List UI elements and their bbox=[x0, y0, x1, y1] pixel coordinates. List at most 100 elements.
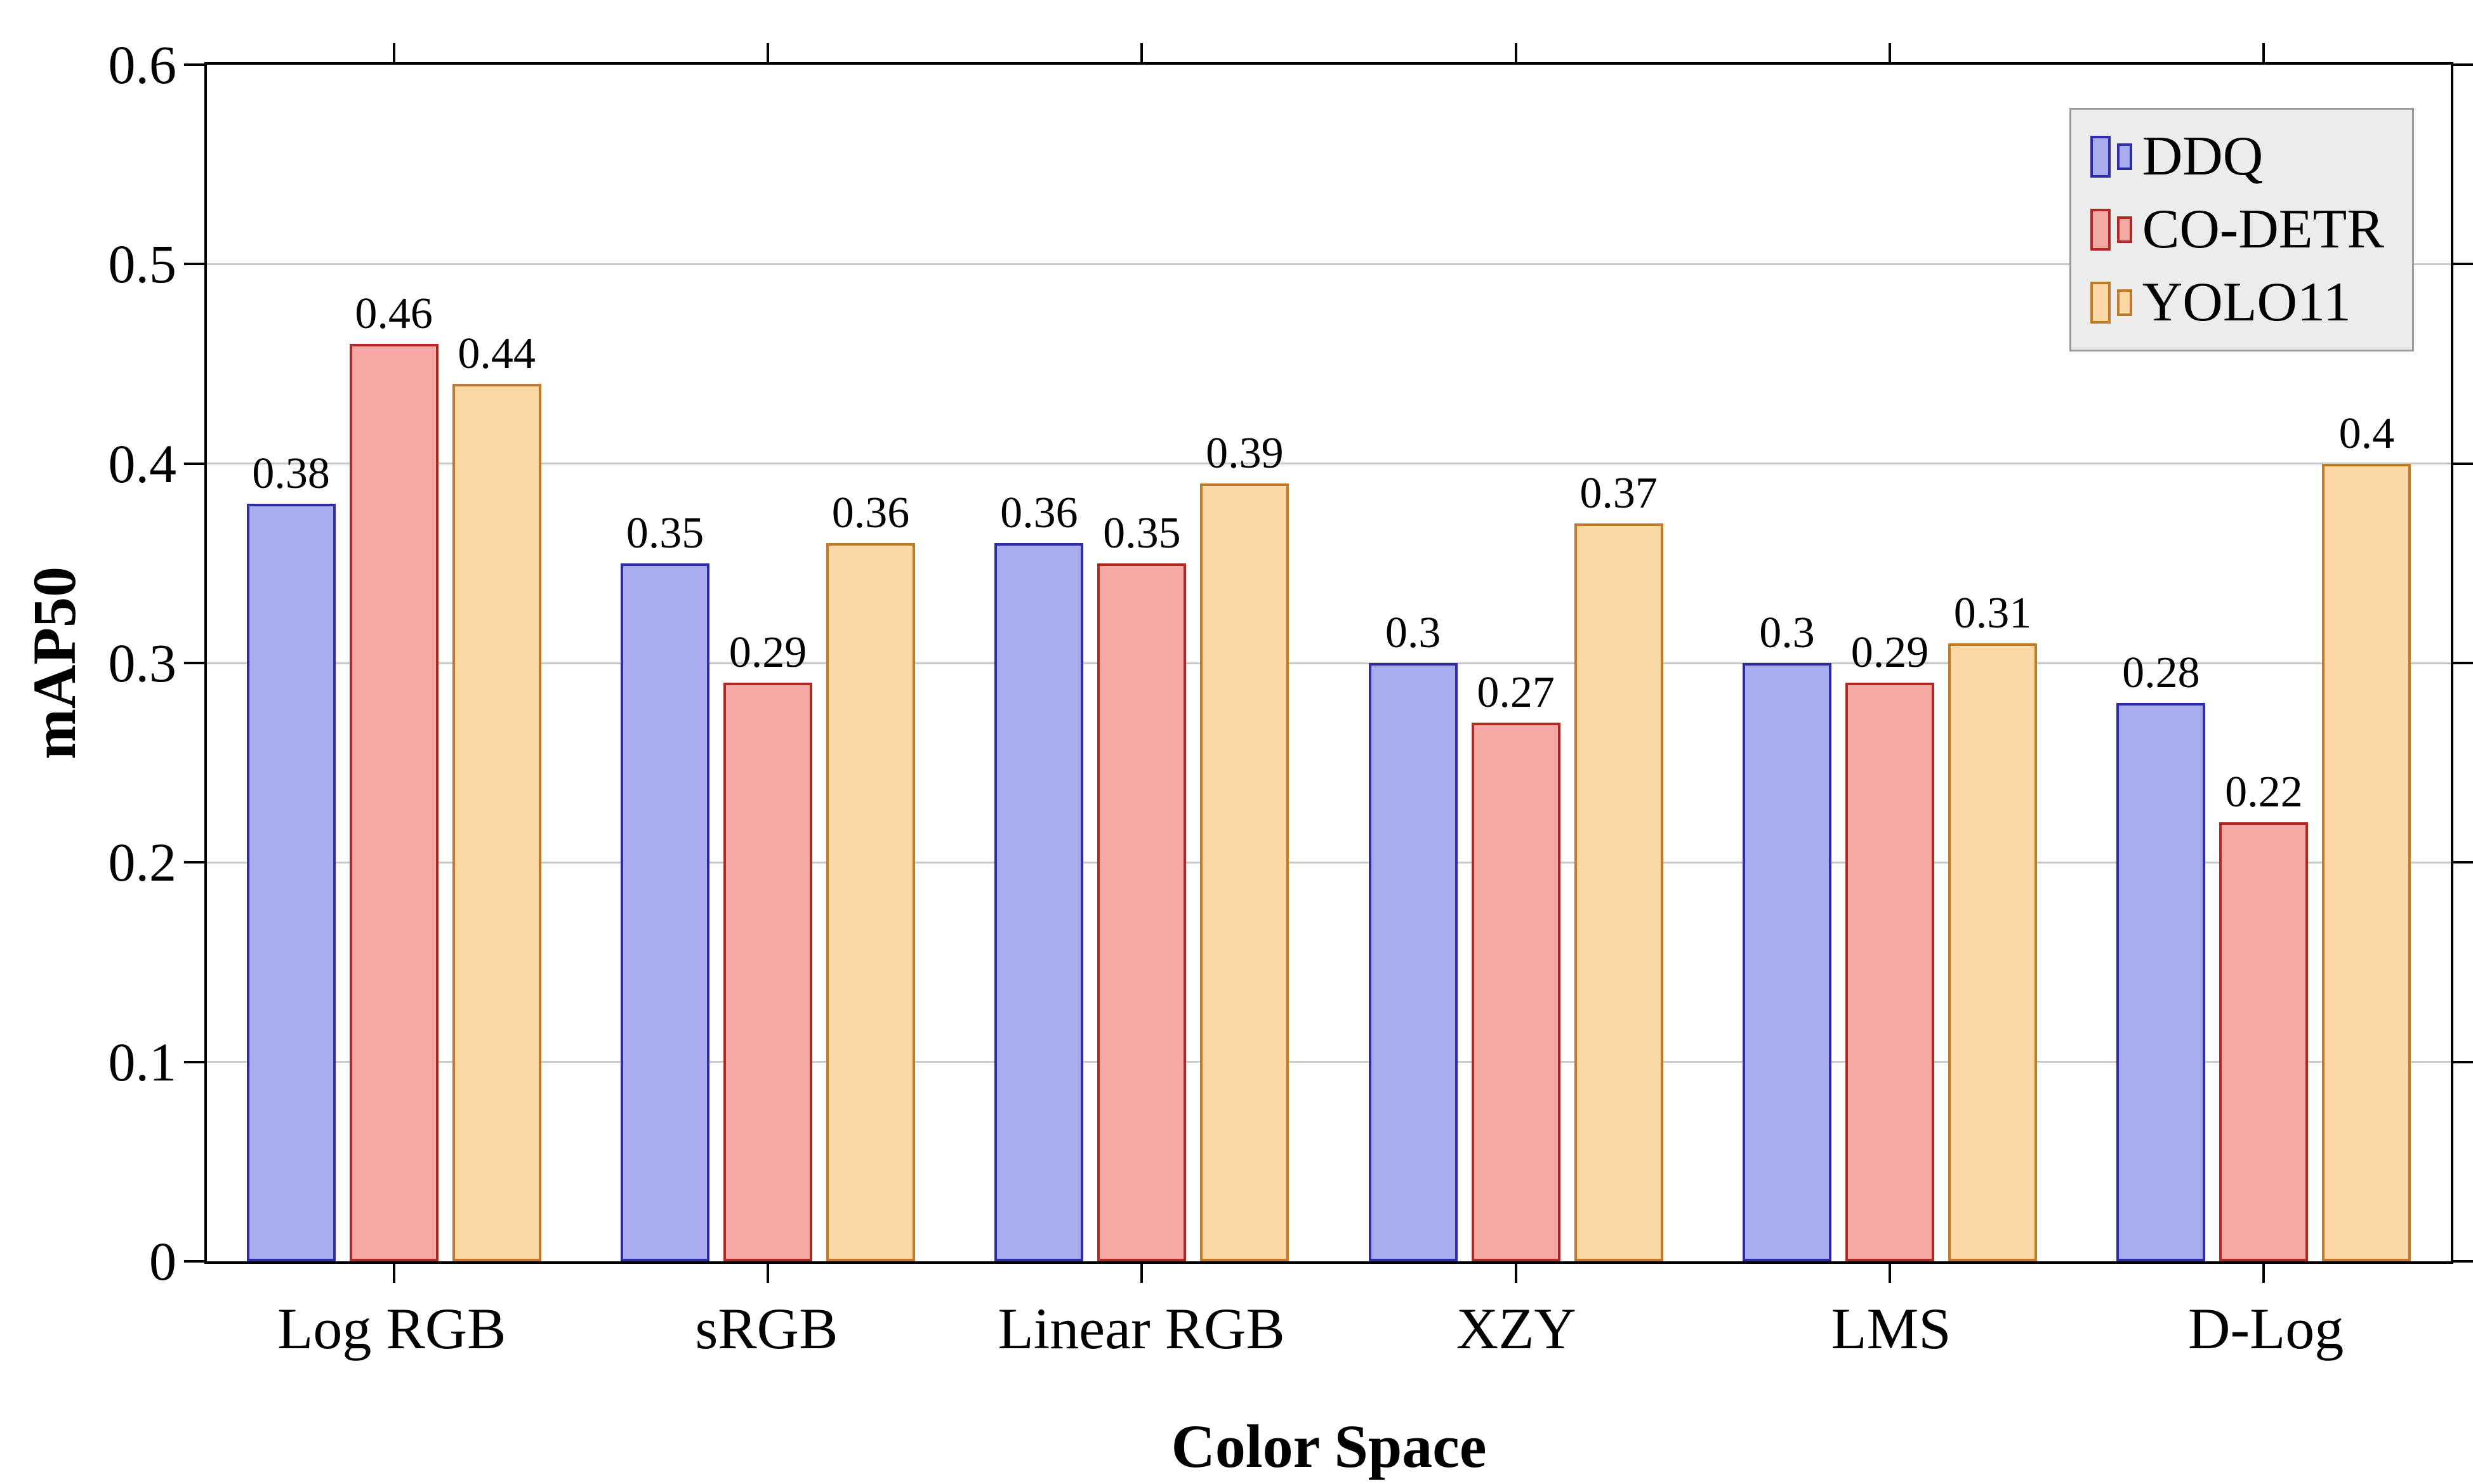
category-label-linear-rgb: Linear RGB bbox=[998, 1296, 1285, 1361]
legend-swatch-icon bbox=[2116, 216, 2132, 244]
bar-value-label: 0.4 bbox=[2338, 409, 2395, 458]
x-tick-mark bbox=[392, 43, 395, 62]
legend-swatch-icon bbox=[2090, 209, 2111, 251]
x-tick-mark bbox=[1514, 1264, 1517, 1283]
x-tick-mark bbox=[2262, 1264, 2265, 1283]
bar-co-detr-log-rgb: 0.46 bbox=[349, 292, 439, 1261]
y-tick-mark bbox=[2453, 1060, 2473, 1063]
bar-value-label: 0.27 bbox=[1477, 668, 1555, 718]
y-tick-mark bbox=[2453, 1260, 2473, 1263]
bar-yolo11-linear-rgb: 0.39 bbox=[1200, 431, 1289, 1261]
bar-group-log-rgb: 0.38 0.46 0.44 bbox=[207, 65, 581, 1261]
x-tick-mark bbox=[2262, 43, 2265, 62]
y-tick-mark bbox=[2453, 263, 2473, 266]
y-tick-mark bbox=[184, 1260, 204, 1263]
y-tick-label: 0 bbox=[149, 1231, 176, 1292]
legend-swatch-icon bbox=[2116, 143, 2132, 171]
legend-label: YOLO11 bbox=[2142, 271, 2351, 333]
y-tick-mark bbox=[184, 63, 204, 66]
x-axis-title: Color Space bbox=[1171, 1412, 1487, 1480]
bar-value-label: 0.3 bbox=[1759, 608, 1815, 657]
gridline bbox=[207, 1061, 2451, 1063]
y-tick-mark bbox=[184, 861, 204, 864]
gridline bbox=[207, 662, 2451, 664]
y-tick-mark bbox=[2453, 462, 2473, 465]
bar-group-d-log: 0.28 0.22 0.4 bbox=[2077, 65, 2451, 1261]
y-tick-mark bbox=[184, 462, 204, 465]
bar-yolo11-log-rgb: 0.44 bbox=[452, 331, 541, 1261]
bar-ddq-d-log: 0.28 bbox=[2116, 650, 2206, 1261]
bar-value-label: 0.35 bbox=[1103, 508, 1181, 558]
legend-label: CO-DETR bbox=[2142, 198, 2384, 260]
y-tick-mark bbox=[184, 263, 204, 266]
bar-ddq-srgb: 0.35 bbox=[620, 511, 709, 1261]
legend-entry-ddq: DDQ bbox=[2090, 126, 2384, 188]
y-tick-mark bbox=[2453, 861, 2473, 864]
bar-yolo11-srgb: 0.36 bbox=[826, 491, 915, 1261]
bar-co-detr-linear-rgb: 0.35 bbox=[1097, 511, 1187, 1261]
plot-area: 0 0.1 0.2 0.3 0.4 0.5 0.6 0.38 0.46 0.44 0.35 0.29 0… bbox=[109, 37, 2473, 1289]
bar-ddq-linear-rgb: 0.36 bbox=[994, 491, 1084, 1261]
bar-value-label: 0.3 bbox=[1385, 608, 1441, 657]
bar-group-lms: 0.3 0.29 0.31 bbox=[1703, 65, 2076, 1261]
bar-value-label: 0.28 bbox=[2122, 648, 2200, 697]
x-tick-mark bbox=[767, 1264, 769, 1283]
bar-co-detr-xzy: 0.27 bbox=[1471, 671, 1560, 1261]
bar-value-label: 0.31 bbox=[1953, 588, 2032, 638]
bar-group-linear-rgb: 0.36 0.35 0.39 bbox=[955, 65, 1329, 1261]
legend-entry-yolo11: YOLO11 bbox=[2090, 272, 2384, 334]
bar-value-label: 0.29 bbox=[1850, 628, 1929, 678]
y-tick-mark bbox=[2453, 63, 2473, 66]
bar-value-label: 0.39 bbox=[1206, 429, 1284, 478]
legend-swatch-icon bbox=[2090, 281, 2111, 324]
legend-swatch-icon bbox=[2090, 136, 2111, 178]
bar-co-detr-lms: 0.29 bbox=[1845, 631, 1934, 1261]
y-tick-label: 0.4 bbox=[108, 433, 177, 494]
y-tick-mark bbox=[184, 662, 204, 664]
category-label-log-rgb: Log RGB bbox=[277, 1296, 506, 1361]
category-label-lms: LMS bbox=[1831, 1296, 1951, 1361]
x-tick-mark bbox=[1140, 43, 1144, 62]
bar-group-srgb: 0.35 0.29 0.36 bbox=[581, 65, 954, 1261]
y-axis-title: mAP50 bbox=[20, 567, 88, 759]
y-tick-label: 0.1 bbox=[108, 1031, 177, 1093]
category-label-d-log: D-Log bbox=[2188, 1296, 2344, 1361]
bar-value-label: 0.46 bbox=[355, 289, 433, 339]
category-label-xzy: XZY bbox=[1456, 1296, 1576, 1361]
x-tick-mark bbox=[1514, 43, 1517, 62]
legend-label: DDQ bbox=[2142, 126, 2264, 187]
bar-group-xzy: 0.3 0.27 0.37 bbox=[1329, 65, 1703, 1261]
x-tick-mark bbox=[392, 1264, 395, 1283]
y-tick-mark bbox=[184, 1060, 204, 1063]
bar-value-label: 0.38 bbox=[252, 449, 330, 498]
gridline bbox=[207, 263, 2451, 265]
bar-co-detr-d-log: 0.22 bbox=[2219, 770, 2309, 1261]
legend: DDQ CO-DETR YOLO11 bbox=[2069, 108, 2414, 352]
bar-co-detr-srgb: 0.29 bbox=[723, 631, 812, 1261]
x-tick-mark bbox=[1889, 43, 1891, 62]
y-tick-mark bbox=[2453, 662, 2473, 664]
legend-entry-co-detr: CO-DETR bbox=[2090, 199, 2384, 261]
legend-marker-co-detr bbox=[2090, 209, 2132, 251]
bar-ddq-log-rgb: 0.38 bbox=[246, 451, 336, 1261]
y-tick-label: 0.3 bbox=[108, 633, 177, 693]
bar-ddq-xzy: 0.3 bbox=[1368, 611, 1458, 1261]
bar-value-label: 0.29 bbox=[729, 628, 807, 678]
x-tick-mark bbox=[1140, 1264, 1144, 1283]
bar-yolo11-xzy: 0.37 bbox=[1574, 471, 1663, 1261]
legend-swatch-icon bbox=[2116, 289, 2132, 316]
x-tick-mark bbox=[767, 43, 769, 62]
x-tick-mark bbox=[1889, 1264, 1891, 1283]
bar-ddq-lms: 0.3 bbox=[1742, 611, 1831, 1261]
bar-value-label: 0.36 bbox=[831, 489, 910, 538]
bar-value-label: 0.22 bbox=[2225, 768, 2303, 817]
bar-yolo11-lms: 0.31 bbox=[1948, 591, 2037, 1261]
bar-value-label: 0.37 bbox=[1579, 468, 1658, 518]
legend-marker-ddq bbox=[2090, 136, 2132, 178]
bar-value-label: 0.35 bbox=[626, 508, 704, 558]
legend-marker-yolo11 bbox=[2090, 281, 2132, 324]
bar-value-label: 0.44 bbox=[458, 329, 536, 378]
bar-yolo11-d-log: 0.4 bbox=[2322, 411, 2411, 1261]
y-tick-label: 0.6 bbox=[108, 34, 177, 95]
